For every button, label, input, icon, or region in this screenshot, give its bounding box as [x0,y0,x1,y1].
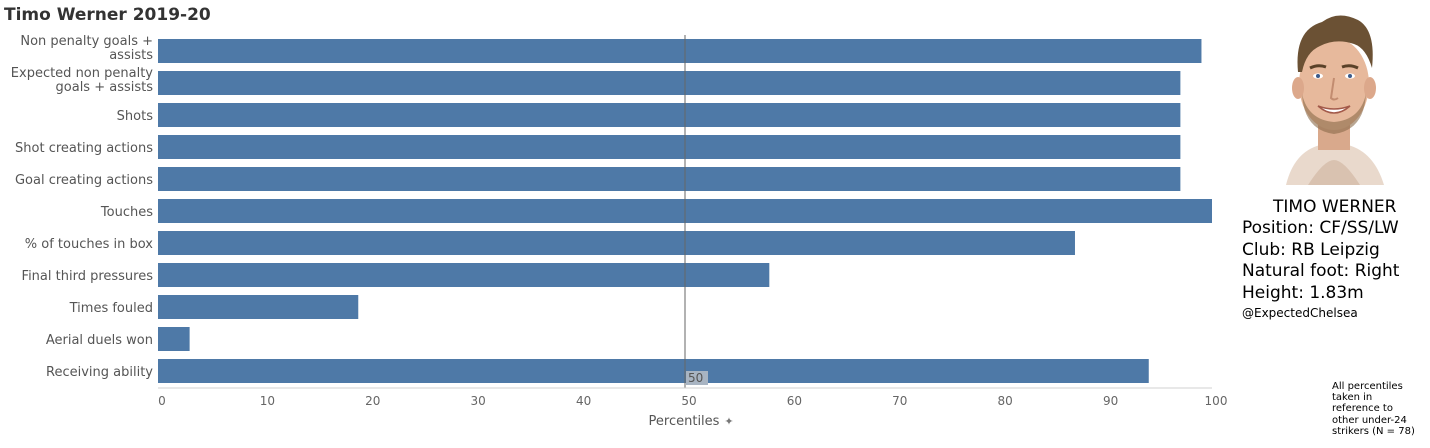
category-label: % of touches in box [25,237,154,252]
footnote-line: strikers (N = 78) [1332,425,1415,437]
footnote-line: All percentiles [1332,381,1403,392]
bar [158,103,1181,127]
bar [158,263,770,287]
category-label: Aerial duels won [46,333,153,348]
player-portrait [1280,2,1388,185]
bar [158,135,1181,159]
x-tick-label: 100 [1205,394,1228,408]
x-tick-label: 0 [158,394,166,408]
player-profile: TIMO WERNER Position: CF/SS/LW Club: RB … [1242,197,1399,321]
bar [158,359,1149,383]
bar [158,39,1202,63]
percentile-footnote: All percentiles taken in reference to ot… [1332,381,1428,437]
footnote-line: reference to [1332,403,1393,415]
category-label: Times fouled [69,301,153,316]
x-tick-label: 20 [365,394,380,408]
percentile-bar-chart: Non penalty goals + assists Expected non p… [11,34,1228,429]
player-foot: Natural foot: Right [1242,261,1400,281]
footnote-line: other under-24 [1332,414,1407,426]
bar [158,295,359,319]
reference-label-bg [686,371,708,385]
x-axis-label: Percentiles [649,414,720,429]
bar [158,71,1181,95]
category-label: Non penalty goals + assists [20,34,153,63]
chart-title: Timo Werner 2019-20 [4,5,211,25]
pin-icon[interactable]: ✦ [724,415,733,428]
x-tick-label: 70 [892,394,907,408]
x-tick-label: 40 [576,394,591,408]
x-tick-label: 10 [260,394,275,408]
x-tick-label: 60 [787,394,802,408]
x-tick-label: 50 [681,394,696,408]
category-label: Shot creating actions [15,141,153,156]
x-tick-label: 80 [998,394,1013,408]
player-height: Height: 1.83m [1242,282,1364,303]
player-club: Club: RB Leipzig [1242,239,1380,260]
player-position: Position: CF/SS/LW [1242,218,1399,238]
x-tick-label: 30 [471,394,486,408]
category-label: Shots [117,109,154,124]
author-credit: @ExpectedChelsea [1242,306,1358,320]
player-name: TIMO WERNER [1273,197,1397,217]
reference-label: 50 [688,371,703,385]
category-label: Receiving ability [46,365,153,380]
category-label: Expected non penalty goals + assists [11,66,154,95]
bar [158,231,1075,255]
category-label: Touches [100,205,153,220]
bar [158,327,190,351]
bar [158,167,1181,191]
x-tick-label: 90 [1103,394,1118,408]
footnote-line: taken in [1332,392,1373,404]
category-label: Goal creating actions [15,173,153,188]
category-label: Final third pressures [22,269,154,284]
